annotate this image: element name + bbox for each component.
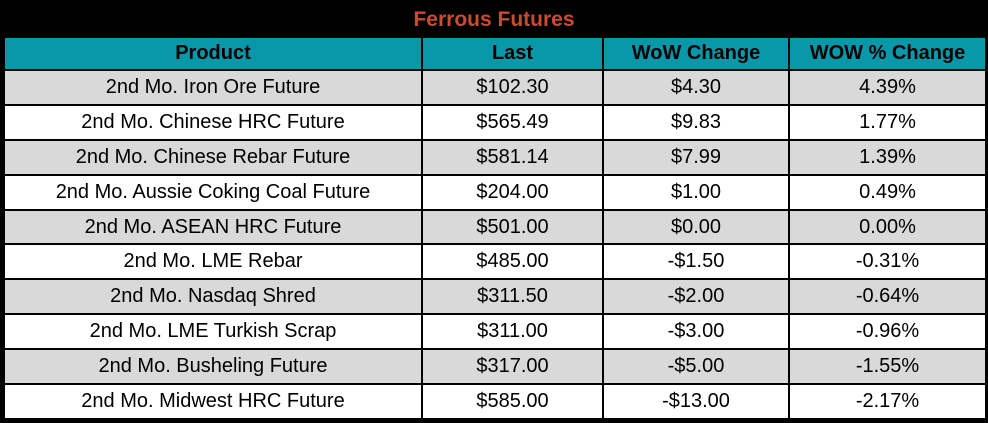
table-body: 2nd Mo. Iron Ore Future $102.30 $4.30 4.39%… <box>3 69 987 420</box>
cell-wow-pct-change: 0.00% <box>788 208 987 246</box>
cell-wow-pct-change: -1.55% <box>788 348 987 386</box>
cell-wow-pct-change: 4.39% <box>788 69 987 106</box>
table-row: 2nd Mo. Chinese Rebar Future $581.14 $7.99… <box>3 138 987 176</box>
cell-product: 2nd Mo. Nasdaq Shred <box>3 278 423 316</box>
table-row: 2nd Mo. ASEAN HRC Future $501.00 $0.00 0.00… <box>3 208 987 246</box>
cell-product: 2nd Mo. Iron Ore Future <box>3 69 423 106</box>
header-wow-pct-change: WOW % Change <box>788 36 987 71</box>
table-row: 2nd Mo. Nasdaq Shred $311.50 -$2.00 -0.64% <box>3 278 987 316</box>
header-last: Last <box>421 36 604 71</box>
header-row: Product Last WoW Change WOW % Change <box>3 36 987 71</box>
header-wow-change: WoW Change <box>602 36 790 71</box>
cell-product: 2nd Mo. Midwest HRC Future <box>3 383 423 420</box>
cell-wow-pct-change: -2.17% <box>788 383 987 420</box>
table-row: 2nd Mo. LME Rebar $485.00 -$1.50 -0.31% <box>3 243 987 281</box>
cell-last: $501.00 <box>421 208 604 246</box>
cell-wow-change: $4.30 <box>602 69 790 106</box>
table-row: 2nd Mo. Midwest HRC Future $585.00 -$13.00… <box>3 383 987 420</box>
table-row: 2nd Mo. Iron Ore Future $102.30 $4.30 4.39% <box>3 69 987 106</box>
table-row: 2nd Mo. LME Turkish Scrap $311.00 -$3.00 -0… <box>3 313 987 351</box>
cell-wow-change: $7.99 <box>602 138 790 176</box>
cell-wow-change: -$1.50 <box>602 243 790 281</box>
cell-wow-change: $1.00 <box>602 173 790 211</box>
cell-last: $311.00 <box>421 313 604 351</box>
cell-wow-change: -$3.00 <box>602 313 790 351</box>
cell-wow-pct-change: -0.64% <box>788 278 987 316</box>
cell-last: $317.00 <box>421 348 604 386</box>
cell-product: 2nd Mo. LME Turkish Scrap <box>3 313 423 351</box>
cell-product: 2nd Mo. LME Rebar <box>3 243 423 281</box>
cell-last: $581.14 <box>421 138 604 176</box>
cell-product: 2nd Mo. Aussie Coking Coal Future <box>3 173 423 211</box>
cell-wow-pct-change: 0.49% <box>788 173 987 211</box>
table-row: 2nd Mo. Aussie Coking Coal Future $204.00… <box>3 173 987 211</box>
futures-table: Product Last WoW Change WOW % Change 2nd… <box>3 36 987 420</box>
cell-last: $204.00 <box>421 173 604 211</box>
cell-last: $585.00 <box>421 383 604 420</box>
cell-product: 2nd Mo. Busheling Future <box>3 348 423 386</box>
table-title-bar: Ferrous Futures <box>3 3 985 36</box>
cell-wow-pct-change: 1.77% <box>788 103 987 141</box>
header-product: Product <box>3 36 423 71</box>
cell-wow-change: -$2.00 <box>602 278 790 316</box>
table-row: 2nd Mo. Busheling Future $317.00 -$5.00 -1.… <box>3 348 987 386</box>
cell-wow-pct-change: 1.39% <box>788 138 987 176</box>
cell-wow-change: $9.83 <box>602 103 790 141</box>
cell-wow-change: $0.00 <box>602 208 790 246</box>
cell-product: 2nd Mo. Chinese Rebar Future <box>3 138 423 176</box>
cell-wow-change: -$5.00 <box>602 348 790 386</box>
cell-last: $485.00 <box>421 243 604 281</box>
cell-wow-pct-change: -0.31% <box>788 243 987 281</box>
cell-wow-change: -$13.00 <box>602 383 790 420</box>
table-title: Ferrous Futures <box>413 7 575 31</box>
cell-last: $311.50 <box>421 278 604 316</box>
cell-last: $565.49 <box>421 103 604 141</box>
cell-wow-pct-change: -0.96% <box>788 313 987 351</box>
cell-product: 2nd Mo. Chinese HRC Future <box>3 103 423 141</box>
table-row: 2nd Mo. Chinese HRC Future $565.49 $9.83 1.… <box>3 103 987 141</box>
cell-last: $102.30 <box>421 69 604 106</box>
cell-product: 2nd Mo. ASEAN HRC Future <box>3 208 423 246</box>
